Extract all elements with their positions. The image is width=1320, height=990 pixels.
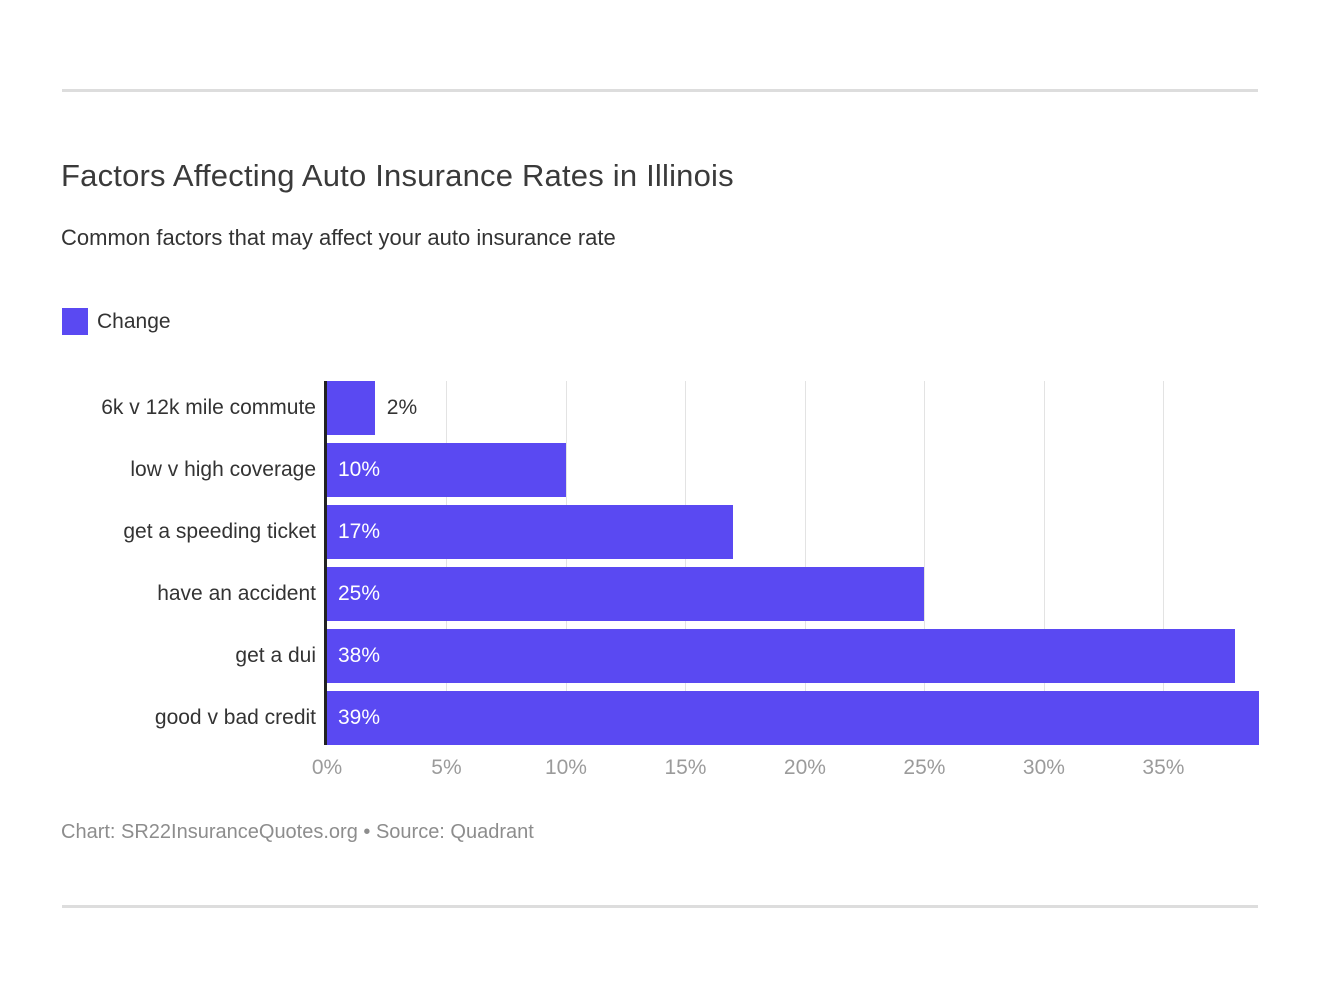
bar: 25% <box>327 567 925 621</box>
bar-row: 25% <box>327 567 1259 621</box>
bar: 17% <box>327 505 734 559</box>
bar-row: 38% <box>327 629 1259 683</box>
bar-row: 17% <box>327 505 1259 559</box>
bar-value-label: 10% <box>338 458 381 481</box>
bar <box>327 381 375 435</box>
bar-row: 2% <box>327 381 1259 435</box>
x-tick-label: 5% <box>431 756 462 779</box>
category-label: 6k v 12k mile commute <box>101 396 316 419</box>
x-tick-label: 35% <box>1142 756 1185 779</box>
category-label: low v high coverage <box>130 458 316 481</box>
chart-footer: Chart: SR22InsuranceQuotes.org • Source:… <box>61 821 534 843</box>
category-label: get a speeding ticket <box>123 520 316 543</box>
bar-row: 39% <box>327 691 1259 745</box>
x-axis: 0% 5% 10% 15% 20% 25% 30% 35% <box>312 754 1259 782</box>
category-label: have an accident <box>157 582 316 605</box>
chart-title: Factors Affecting Auto Insurance Rates i… <box>61 158 734 193</box>
bottom-divider <box>62 905 1258 908</box>
x-tick-label: 20% <box>783 756 826 779</box>
gridline <box>1163 381 1165 745</box>
x-tick-label: 15% <box>664 756 707 779</box>
category-label: good v bad credit <box>154 706 316 729</box>
x-tick-label: 25% <box>903 756 946 779</box>
plot-area: 2% 10% 17% 25% 38% 39% <box>324 381 1259 745</box>
bar-row: 10% <box>327 443 1259 497</box>
top-divider <box>62 89 1258 92</box>
axis-zero-line <box>324 381 327 745</box>
legend-label: Change <box>97 309 171 333</box>
bar: 38% <box>327 629 1236 683</box>
legend: Change <box>62 308 171 335</box>
bar-chart: 6k v 12k mile commute low v high coverage… <box>62 381 1259 745</box>
bar-value-label: 38% <box>338 644 381 667</box>
gridline <box>924 381 926 745</box>
chart-subtitle: Common factors that may affect your auto… <box>61 225 616 250</box>
x-tick-label: 0% <box>311 756 343 779</box>
bar: 39% <box>327 691 1259 745</box>
bar-value-label: 17% <box>338 520 381 543</box>
x-tick-label: 10% <box>544 756 587 779</box>
category-label: get a dui <box>235 644 316 667</box>
bar-value-label: 39% <box>338 706 381 729</box>
legend-swatch <box>62 308 88 335</box>
bar-value-label: 25% <box>338 582 381 605</box>
gridline <box>565 381 567 745</box>
gridline <box>685 381 687 745</box>
category-labels: 6k v 12k mile commute low v high coverage… <box>62 381 316 745</box>
bar-value-label: 2% <box>386 396 418 419</box>
bar: 10% <box>327 443 566 497</box>
x-tick-label: 30% <box>1022 756 1065 779</box>
gridline <box>1043 381 1045 745</box>
gridline <box>804 381 806 745</box>
gridline <box>446 381 448 745</box>
